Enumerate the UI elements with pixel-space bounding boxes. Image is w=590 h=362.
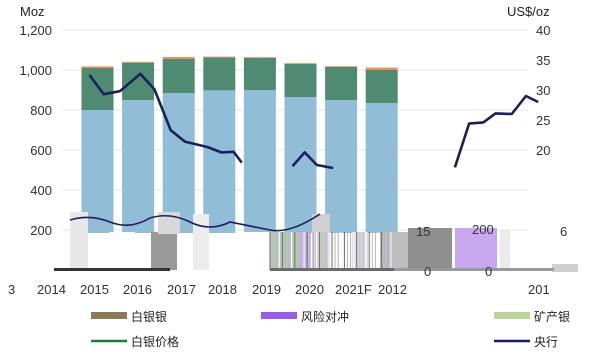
x-tick-label: 3 xyxy=(8,282,15,297)
bar-segment xyxy=(243,58,276,90)
stray-label: 0 xyxy=(424,264,431,279)
overlay-block xyxy=(109,232,135,270)
overlay-block xyxy=(151,232,177,270)
price-line xyxy=(291,151,334,170)
left-tick-label: 600 xyxy=(30,143,52,158)
bar-segment xyxy=(203,57,236,91)
left-axis-ticks: 200 400 600 800 1,000 1,200 xyxy=(19,23,52,238)
left-tick-label: 400 xyxy=(30,183,52,198)
bar-segment xyxy=(284,64,317,97)
bar-segment xyxy=(365,67,398,70)
x-tick-label: 2016 xyxy=(123,282,152,297)
x-tick-label: 2021F xyxy=(335,282,372,297)
overlay-squiggle xyxy=(69,213,321,232)
right-tick-label: 30 xyxy=(536,83,550,98)
right-axis-unit: US$/oz xyxy=(507,4,550,19)
right-axis-ticks: 20 25 30 35 40 xyxy=(536,23,550,158)
legend-swatch xyxy=(494,312,530,319)
x-tick-label: 2012 xyxy=(378,282,407,297)
bar-segment xyxy=(203,56,236,58)
price-line xyxy=(88,72,243,164)
left-tick-label: 200 xyxy=(30,223,52,238)
right-tick-label: 40 xyxy=(536,23,550,38)
x-tick-label: 2020 xyxy=(295,282,324,297)
stray-labels: 15 200 0 0 6 xyxy=(416,222,567,279)
legend-swatch xyxy=(91,312,127,319)
bar-segment xyxy=(162,57,195,59)
bar-segment xyxy=(122,63,155,100)
stray-label: 0 xyxy=(485,264,492,279)
left-tick-label: 1,200 xyxy=(19,23,52,38)
overlay-block xyxy=(70,212,88,270)
x-axis-ticks: 3 2014 2015 2016 2017 2018 2019 2020 2021F 2012 20… xyxy=(8,282,550,297)
bar-segment xyxy=(284,63,317,64)
x-tick-label: 2015 xyxy=(80,282,109,297)
overlay-block xyxy=(158,212,180,234)
x-tick-label: 2019 xyxy=(252,282,281,297)
bar-segment xyxy=(122,61,155,63)
legend-item: 白银价格 xyxy=(91,334,179,349)
overlay-block xyxy=(242,232,270,270)
legend-label: 矿产银 xyxy=(534,310,570,324)
legend-swatch xyxy=(261,312,297,319)
overlay-block xyxy=(300,232,310,270)
legend-label: 风险对冲 xyxy=(301,309,349,324)
overlay-strip xyxy=(394,268,554,271)
legend-item: 风险对冲 xyxy=(261,309,349,324)
legend-label: 白银银 xyxy=(131,309,167,324)
overlay-block xyxy=(500,230,510,270)
bar-segment xyxy=(325,66,358,67)
legend-item: 矿产银 xyxy=(494,310,570,324)
left-tick-label: 800 xyxy=(30,103,52,118)
bar-segment xyxy=(81,66,114,68)
right-tick-label: 20 xyxy=(536,143,550,158)
x-tick-label: 201 xyxy=(528,282,550,297)
right-tick-label: 35 xyxy=(536,53,550,68)
price-line-series xyxy=(88,72,539,170)
legend-label: 白银价格 xyxy=(131,334,179,349)
x-tick-label: 2017 xyxy=(167,282,196,297)
stray-label: 200 xyxy=(472,222,494,237)
overlay-strip xyxy=(270,268,410,271)
left-axis-unit: Moz xyxy=(20,4,45,19)
price-line xyxy=(453,94,539,168)
x-tick-label: 2014 xyxy=(37,282,66,297)
right-tick-label: 25 xyxy=(536,113,550,128)
overlay-block xyxy=(408,228,452,270)
legend-item: 央行 xyxy=(494,335,558,349)
bar-segment xyxy=(162,59,195,93)
overlay-block xyxy=(193,214,209,270)
legend-item: 白银银 xyxy=(91,309,167,324)
x-tick-label: 2018 xyxy=(208,282,237,297)
stray-label: 6 xyxy=(560,224,567,239)
bar-segment xyxy=(365,70,398,103)
overlay-block xyxy=(312,214,330,270)
overlay-strip xyxy=(54,268,170,271)
legend-label: 央行 xyxy=(534,335,558,349)
stray-label: 15 xyxy=(416,224,430,239)
left-tick-label: 1,000 xyxy=(19,63,52,78)
bar-segment xyxy=(325,67,358,100)
bar-segment xyxy=(81,68,114,110)
bar-segment xyxy=(243,57,276,58)
overlay-block xyxy=(552,264,578,272)
overlay-block xyxy=(455,228,497,270)
